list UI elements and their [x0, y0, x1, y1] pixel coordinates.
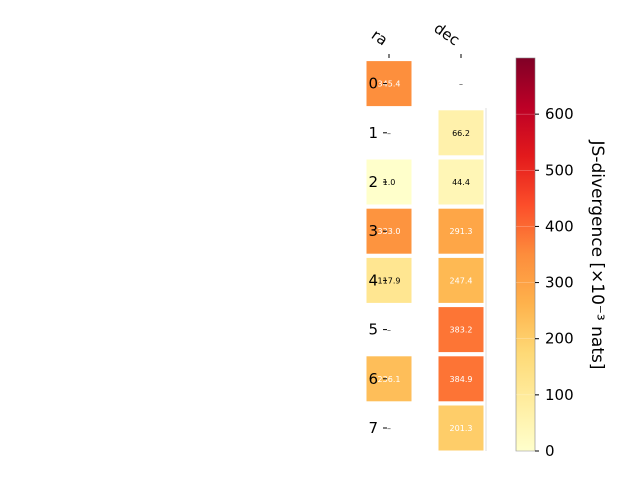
colorbar-tick-label: 200	[545, 330, 574, 348]
row-label-1: 1	[368, 124, 378, 142]
cell-value-label: 201.3	[450, 424, 473, 433]
column-label-ra: ra	[368, 26, 391, 50]
heatmap-cell	[366, 61, 412, 107]
colorbar-tick-label: 600	[545, 105, 574, 123]
cell-value-label: 383.2	[450, 326, 473, 335]
missing-value-label: –	[387, 326, 391, 335]
row-label-7: 7	[368, 419, 378, 437]
heatmap-cell	[438, 307, 484, 353]
colorbar-gradient	[515, 57, 536, 452]
heatmap-cell	[438, 356, 484, 402]
column-labels: ra dec	[368, 19, 463, 58]
heatmap-cell	[366, 159, 412, 205]
cell-value-label: 236.1	[378, 375, 401, 384]
cell-value-label: 291.3	[450, 227, 473, 236]
missing-value-label: –	[387, 424, 391, 433]
row-labels: 0 1 2 3 4 5 6 7	[368, 75, 387, 437]
row-label-0: 0	[368, 75, 378, 93]
row-label-3: 3	[368, 222, 378, 240]
heatmap-cell	[438, 257, 484, 303]
heatmap-cell	[438, 208, 484, 254]
cell-value-label: 44.4	[452, 178, 470, 187]
missing-value-label: –	[387, 129, 391, 138]
colorbar: 0 100 200 300 400 500 600	[515, 57, 574, 460]
colorbar-tick-label: 300	[545, 274, 574, 292]
cell-value-label: 333.0	[378, 227, 401, 236]
row-label-2: 2	[368, 173, 378, 191]
cell-value-label: 384.9	[450, 375, 473, 384]
heatmap-cell	[366, 356, 412, 402]
row-label-5: 5	[368, 321, 378, 339]
heatmap-cell	[438, 159, 484, 205]
heatmap-cell	[438, 110, 484, 156]
colorbar-label: JS-divergence [×10⁻³ nats]	[587, 140, 607, 370]
cell-value-label: 1.0	[383, 178, 396, 187]
heatmap-cells: 345.4 – – 66.2 1.0 44.4 333.0 291.3 117.9 247.4 – 3…	[366, 61, 487, 451]
row-label-4: 4	[368, 271, 378, 289]
cell-value-label: 247.4	[450, 276, 473, 285]
heatmap-cell	[438, 405, 484, 451]
heatmap-cell	[366, 257, 412, 303]
cell-value-label: 117.9	[378, 276, 401, 285]
cell-value-label: 345.4	[378, 80, 401, 89]
colorbar-tick-label: 0	[545, 442, 555, 460]
row-label-6: 6	[368, 370, 378, 388]
missing-value-label: –	[459, 80, 463, 89]
cell-value-label: 66.2	[452, 129, 470, 138]
column-label-dec: dec	[431, 19, 463, 49]
heatmap-cell	[366, 208, 412, 254]
colorbar-tick-label: 100	[545, 386, 574, 404]
colorbar-tick-label: 500	[545, 161, 574, 179]
colorbar-tick-label: 400	[545, 217, 574, 235]
